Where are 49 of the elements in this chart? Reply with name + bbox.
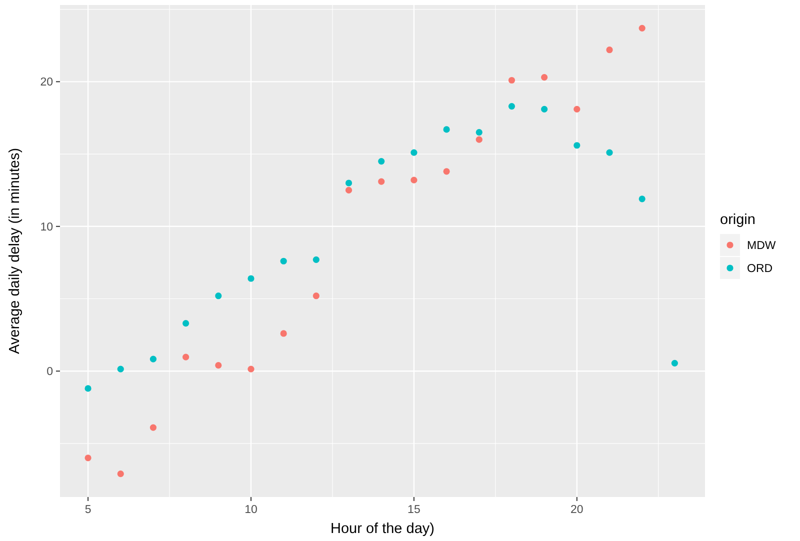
point: [280, 258, 287, 264]
point: [248, 275, 254, 282]
legend-label: MDW: [747, 240, 776, 252]
point: [574, 142, 580, 149]
point: [410, 149, 418, 156]
point: [410, 176, 418, 184]
point: [541, 106, 548, 112]
point: [150, 356, 157, 362]
y-tick-label: 20: [40, 76, 53, 89]
point: [606, 149, 613, 156]
point: [248, 366, 254, 372]
y-tick-label: 10: [40, 221, 53, 234]
point: [84, 454, 92, 462]
point: [182, 354, 190, 360]
x-tick-label: 10: [244, 504, 258, 516]
y-axis-title: Average daily delay (in minutes): [7, 148, 23, 354]
point: [508, 102, 516, 110]
point: [312, 292, 320, 300]
x-tick-label: 20: [570, 504, 584, 516]
legend-title: origin: [720, 212, 756, 228]
point: [150, 424, 157, 431]
point: [574, 106, 580, 112]
x-tick-label: 15: [408, 504, 420, 516]
x-tick-label: 5: [84, 504, 92, 516]
point: [312, 256, 320, 263]
point: [215, 292, 222, 300]
point: [671, 360, 678, 366]
point: [443, 168, 450, 175]
point: [638, 24, 646, 32]
point: [541, 74, 548, 81]
point: [476, 136, 482, 143]
point: [378, 178, 385, 185]
point: [280, 330, 287, 337]
x-axis-title: Hour of the day): [330, 521, 434, 537]
y-tick-label: 0: [46, 366, 53, 378]
point: [638, 196, 646, 202]
point: [345, 186, 352, 194]
point: [117, 470, 124, 478]
point: [443, 126, 450, 133]
point: [606, 46, 613, 54]
point: [182, 320, 190, 327]
point: [508, 76, 516, 84]
point: [378, 158, 385, 165]
point: [117, 366, 124, 372]
point: [476, 129, 482, 136]
point: [84, 385, 92, 392]
point: [345, 180, 352, 186]
point: [215, 362, 222, 369]
legend-label: ORD: [747, 263, 773, 275]
